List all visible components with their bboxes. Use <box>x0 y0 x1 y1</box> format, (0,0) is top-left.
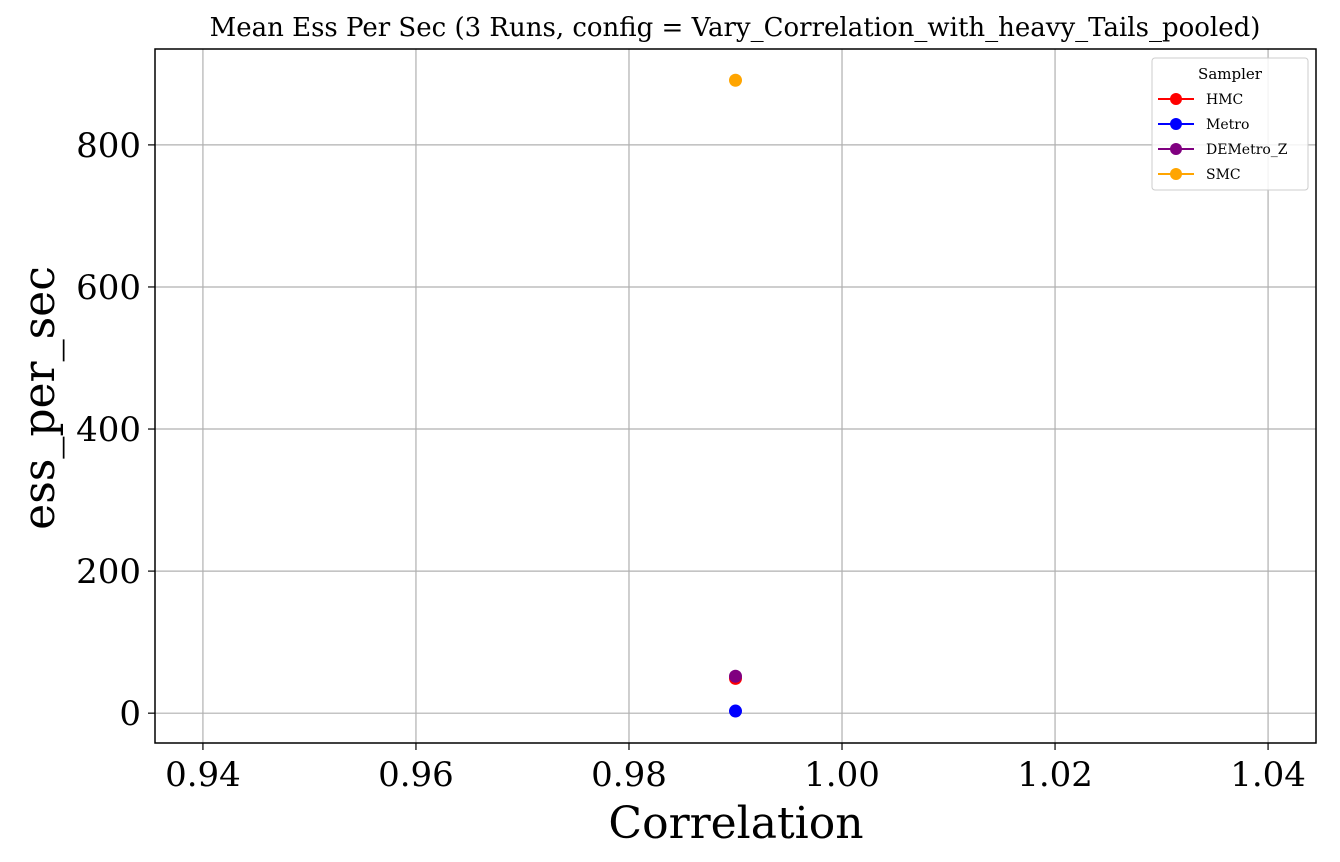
y-tick-label: 800 <box>76 126 141 166</box>
x-tick-label: 0.94 <box>165 755 241 795</box>
y-axis-label: ess_per_sec <box>14 266 65 530</box>
legend-box <box>1151 57 1309 191</box>
axis-ticks: 0.94 0.96 0.98 1.00 1.02 1.04 0 200 400 600 800 <box>76 126 1306 795</box>
data-points <box>729 73 742 718</box>
data-point-smc <box>729 73 742 87</box>
plot-frame <box>154 48 1317 744</box>
y-tick-label: 400 <box>76 410 141 450</box>
legend-title: Sampler <box>1198 65 1263 83</box>
x-tick-label: 0.96 <box>378 755 454 795</box>
legend-label-smc: SMC <box>1206 167 1241 183</box>
legend-label-metro: Metro <box>1206 117 1249 133</box>
legend-marker-smc <box>1170 168 1182 180</box>
x-tick-label: 1.04 <box>1230 755 1306 795</box>
x-axis-label: Correlation <box>608 798 863 849</box>
chart-title: Mean Ess Per Sec (3 Runs, config = Vary_… <box>210 13 1261 43</box>
y-tick-label: 200 <box>76 552 141 592</box>
y-tick-label: 0 <box>119 694 141 734</box>
grid <box>155 49 1316 743</box>
legend-marker-metro <box>1170 118 1182 130</box>
legend: Sampler HMC Metro DEMetro_Z SMC <box>1151 57 1309 191</box>
x-tick-label: 1.00 <box>804 755 880 795</box>
legend-marker-hmc <box>1170 93 1182 105</box>
data-point-demetro-z <box>729 669 742 683</box>
x-tick-label: 1.02 <box>1017 755 1093 795</box>
legend-label-hmc: HMC <box>1206 92 1243 108</box>
legend-label-demetro-z: DEMetro_Z <box>1206 142 1288 158</box>
data-point-metro <box>729 704 742 718</box>
y-tick-label: 600 <box>76 268 141 308</box>
legend-marker-demetro-z <box>1170 143 1182 155</box>
x-tick-label: 0.98 <box>591 755 667 795</box>
